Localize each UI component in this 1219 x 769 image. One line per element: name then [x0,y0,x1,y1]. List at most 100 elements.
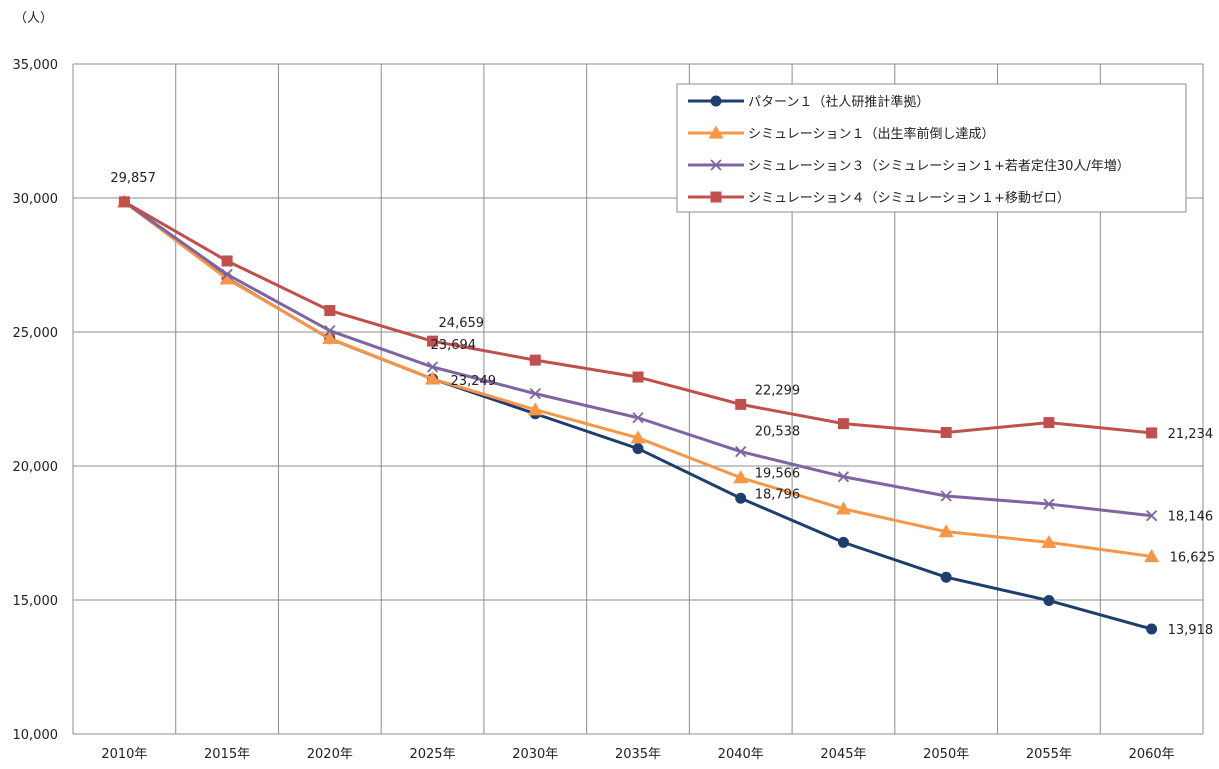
data-point-x-stroke [529,388,541,400]
y-axis-ticks: 10,000 15,000 20,000 25,000 30,000 35,000 [13,58,59,743]
data-label: 23,249 [451,374,497,389]
data-point-x [1043,498,1055,510]
data-label: 24,659 [439,316,485,331]
data-label: 16,625 [1170,550,1216,565]
legend: パターン１（社人研推計準拠） シミュレーション１（出生率前倒し達成） シミュレーショ… [676,83,1187,213]
data-point-x-stroke [940,490,952,502]
data-point-square [1043,417,1055,429]
data-point-square [324,305,336,317]
data-point-triangle [938,524,954,538]
data-point-triangle [1041,534,1057,549]
data-point-triangle [527,402,543,416]
data-point-x-stroke [1145,510,1158,522]
data-point-x [837,471,850,483]
data-point-triangle [1144,548,1160,563]
data-point-x-stroke [1043,498,1055,510]
data-label: 19,566 [755,467,801,482]
data-point-triangle [219,271,235,285]
data-point-circle [837,536,849,548]
data-point-x [1145,510,1158,522]
data-point-triangle [425,371,441,385]
y-tick-label: 15,000 [13,594,59,609]
data-point-x [735,445,747,458]
data-point-circle [710,95,722,107]
data-label: 29,857 [110,171,156,186]
x-tick-label: 2035年 [615,747,661,762]
data-point-triangle [322,330,338,345]
data-point-x [940,490,952,502]
x-tick-label: 2010年 [101,747,147,762]
data-point-triangle [630,430,646,444]
data-point-square [837,418,849,430]
data-label: 18,796 [755,487,801,502]
y-tick-label: 35,000 [13,58,59,73]
data-label: 21,234 [1168,427,1214,442]
data-point-x [529,388,541,400]
y-tick-label: 10,000 [13,728,59,743]
data-point-x-stroke [221,268,233,281]
data-point-circle [632,443,644,455]
data-point-x [632,412,644,424]
x-tick-label: 2030年 [512,747,558,762]
x-tick-label: 2050年 [923,747,969,762]
legend-box [676,83,1187,213]
data-point-x [426,361,439,373]
data-point-square [221,255,233,267]
data-point-square [710,191,722,203]
x-tick-label: 2025年 [409,747,455,762]
data-labels: 29,857 24,659 23,694 23,249 22,299 20,538 19,5… [110,171,1215,638]
series-2 [118,196,1158,522]
legend-item: シミュレーション１（出生率前倒し達成） [688,125,994,142]
data-point-x [221,268,233,281]
y-tick-label: 25,000 [13,326,59,341]
data-point-circle [1043,595,1055,607]
x-tick-label: 2045年 [820,747,866,762]
data-point-circle [735,492,747,504]
data-point-square [1146,427,1158,439]
legend-label: シミュレーション３（シミュレーション１+若者定住30人/年増） [748,158,1130,174]
series-layer [116,194,1160,635]
legend-label: パターン１（社人研推計準拠） [748,94,929,110]
y-tick-label: 30,000 [13,192,59,207]
data-point-circle [940,571,952,583]
data-point-x-stroke [710,159,722,171]
x-tick-label: 2020年 [307,747,353,762]
data-point-x-stroke [837,471,850,483]
data-point-x [710,159,722,171]
data-point-square [632,371,644,383]
data-label: 18,146 [1168,510,1214,525]
x-tick-label: 2055年 [1026,747,1072,762]
legend-item: パターン１（社人研推計準拠） [688,94,929,110]
y-axis-unit-label: （人） [14,11,53,26]
data-point-triangle [708,125,724,139]
data-point-square [940,427,952,438]
legend-item: シミュレーション３（シミュレーション１+若者定住30人/年増） [688,158,1130,174]
x-tick-label: 2015年 [204,747,250,762]
data-point-square [529,354,541,366]
data-point-triangle [733,470,749,484]
series-3 [118,196,1158,439]
data-label: 13,918 [1168,623,1214,638]
data-label: 23,694 [431,338,477,353]
data-label: 22,299 [755,383,801,398]
x-tick-label: 2060年 [1129,747,1175,762]
data-point-square [735,398,747,410]
series-0 [118,196,1158,635]
legend-label: シミュレーション１（出生率前倒し達成） [748,126,994,142]
x-tick-label: 2040年 [718,747,764,762]
legend-item: シミュレーション４（シミュレーション１+移動ゼロ） [688,191,1070,206]
x-axis-ticks: 2010年 2015年 2020年 2025年 2030年 2035年 2040年 2045年… [101,747,1174,762]
data-point-triangle [835,501,851,515]
data-point-square [118,196,130,208]
data-point-square [427,335,439,347]
data-point-x-stroke [632,412,644,424]
legend-label: シミュレーション４（シミュレーション１+移動ゼロ） [748,191,1070,206]
data-label: 20,538 [755,425,801,440]
data-point-x-stroke [324,325,336,337]
y-tick-label: 20,000 [13,460,59,475]
data-point-x-stroke [735,445,747,458]
data-point-circle [1146,623,1158,635]
data-point-x-stroke [426,361,439,373]
plot-grid [72,63,1204,735]
